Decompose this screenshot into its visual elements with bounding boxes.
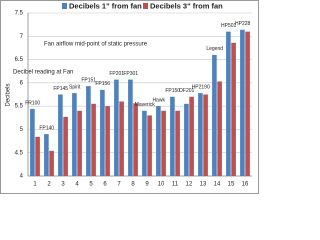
page: {"chart_data": {"type": "bar", "y_label"… bbox=[0, 0, 259, 194]
y-tick-label: 7.5 bbox=[15, 11, 24, 17]
bar bbox=[198, 93, 203, 176]
x-tick-label: 10 bbox=[158, 182, 165, 188]
bar-label: FP140 bbox=[39, 125, 54, 131]
legend-label: Decibels 1" from fan bbox=[69, 1, 142, 10]
legend-label: Decibels 3" from fan bbox=[150, 1, 223, 10]
bar bbox=[156, 106, 161, 176]
bar-label: Legend bbox=[206, 46, 223, 52]
bar bbox=[58, 94, 63, 176]
bar bbox=[44, 134, 49, 176]
annotation: Fan airflow mid-point of static pressure bbox=[44, 42, 148, 48]
bar-label: FP301 bbox=[123, 71, 138, 77]
bar bbox=[147, 115, 152, 176]
bar-label: OF201 bbox=[179, 88, 195, 94]
x-tick-label: 16 bbox=[242, 182, 249, 188]
x-tick-label: 9 bbox=[145, 182, 149, 188]
y-tick-label: 4.5 bbox=[15, 150, 24, 156]
bar-label: FP145 bbox=[53, 86, 68, 92]
bar bbox=[175, 110, 180, 176]
bar-label: HP228 bbox=[235, 21, 251, 27]
bar bbox=[231, 42, 236, 177]
bar bbox=[114, 79, 119, 176]
y-tick-label: 6.5 bbox=[15, 57, 24, 63]
bar bbox=[170, 96, 175, 176]
bar bbox=[72, 93, 77, 176]
x-tick-label: 8 bbox=[131, 182, 135, 188]
bar bbox=[245, 31, 250, 176]
chart: Decibels Fan airflow mid-point of static… bbox=[0, 0, 259, 194]
bar-label: FP201 bbox=[109, 71, 124, 77]
x-tick-label: 11 bbox=[172, 182, 179, 188]
bar bbox=[142, 110, 147, 176]
bar bbox=[133, 103, 138, 176]
x-tick-label: 5 bbox=[89, 182, 93, 188]
x-tick-label: 2 bbox=[47, 182, 51, 188]
bar-label: FP150 bbox=[165, 88, 180, 94]
y-tick-label: 5 bbox=[20, 127, 24, 133]
bar bbox=[189, 96, 194, 176]
bar bbox=[240, 29, 245, 176]
bar-label: FP151 bbox=[81, 77, 96, 83]
bar bbox=[226, 31, 231, 176]
y-tick-label: 5.5 bbox=[15, 104, 24, 110]
bar bbox=[105, 106, 110, 176]
x-tick-label: 7 bbox=[117, 182, 121, 188]
legend-swatch bbox=[143, 3, 148, 9]
bar-label: FP156 bbox=[95, 81, 110, 87]
bar-label: Hawk bbox=[152, 97, 165, 103]
y-axis-title: Decibels bbox=[6, 83, 12, 106]
bar bbox=[161, 110, 166, 176]
x-tick-label: 12 bbox=[186, 182, 193, 188]
y-tick-label: 6 bbox=[20, 80, 24, 86]
y-tick-label: 7 bbox=[20, 34, 24, 40]
x-tick-label: 13 bbox=[200, 182, 207, 188]
bar bbox=[128, 79, 133, 176]
bar bbox=[63, 116, 68, 176]
bar bbox=[77, 110, 82, 176]
bar bbox=[184, 103, 189, 176]
bar bbox=[119, 101, 124, 176]
annotation: Decibel reading at Fan bbox=[13, 70, 73, 76]
bar-label: Spirit bbox=[69, 84, 81, 90]
bar bbox=[212, 54, 217, 176]
x-tick-label: 4 bbox=[75, 182, 79, 188]
bar-label: HP501 bbox=[221, 23, 237, 29]
x-tick-label: 6 bbox=[103, 182, 107, 188]
bar-label: HP2190 bbox=[192, 84, 210, 90]
legend-swatch bbox=[62, 3, 67, 9]
x-tick-label: 14 bbox=[214, 182, 221, 188]
x-tick-label: 1 bbox=[33, 182, 37, 188]
x-tick-label: 15 bbox=[228, 182, 235, 188]
bar bbox=[217, 81, 222, 176]
bar bbox=[91, 103, 96, 176]
bar bbox=[49, 150, 54, 176]
bar bbox=[100, 89, 105, 176]
bar bbox=[86, 86, 91, 176]
bar bbox=[30, 108, 35, 176]
x-tick-label: 3 bbox=[61, 182, 65, 188]
y-tick-label: 4 bbox=[20, 174, 24, 180]
bar bbox=[203, 94, 208, 176]
bar-label: FR100 bbox=[25, 100, 40, 106]
bar bbox=[35, 136, 40, 176]
bar-label: Maverick bbox=[135, 102, 156, 108]
